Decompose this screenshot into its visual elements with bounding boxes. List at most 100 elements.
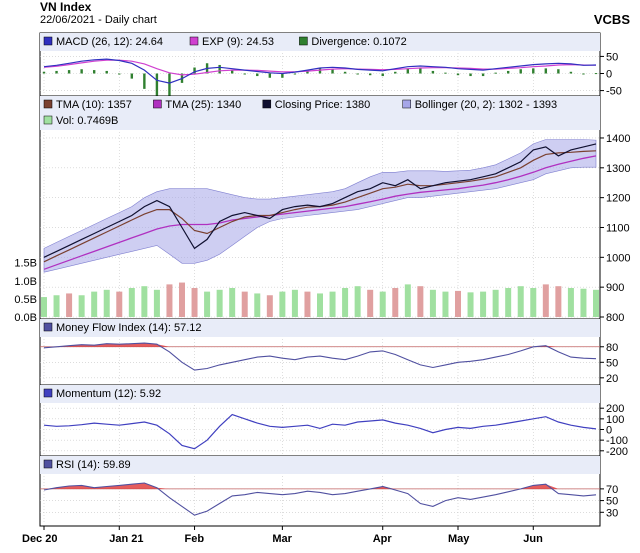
divergence-bar [143, 73, 146, 89]
volume-bar [379, 291, 386, 317]
y-tick-label: 100 [606, 414, 624, 426]
volume-bar [442, 291, 449, 317]
divergence-bar [406, 68, 410, 74]
divergence-bar [331, 69, 334, 74]
legend-swatch [43, 36, 53, 46]
tma25-line [43, 155, 597, 270]
y-tick-label: -100 [606, 435, 628, 447]
y-tick-label: 20 [606, 373, 618, 385]
volume-bar [91, 291, 98, 317]
volume-bar [329, 291, 336, 317]
volume-bar [241, 291, 248, 317]
x-tick-label: Mar [272, 533, 292, 545]
legend-swatch [43, 459, 53, 469]
divergence-bar [444, 72, 447, 74]
volume-bar [505, 288, 512, 317]
divergence-bar [544, 68, 548, 74]
y-tick-label: 30 [606, 507, 618, 519]
y-tick-label: 0 [606, 425, 612, 437]
legend-label: Vol: 0.7469B [56, 115, 118, 127]
divergence-bar [306, 70, 309, 74]
volume-bar [317, 293, 323, 317]
divergence-bar [293, 73, 297, 75]
divergence-bar [343, 71, 347, 74]
divergence-bar [230, 70, 234, 74]
divergence-bar [431, 70, 435, 74]
legend-background [40, 385, 600, 403]
divergence-bar [557, 69, 560, 74]
volume-bar [542, 284, 549, 317]
volume-bar [78, 295, 85, 317]
divergence-bar [368, 73, 372, 76]
y-tick-label: 1100 [606, 222, 630, 234]
y-tick-label: 0 [606, 69, 612, 81]
volume-bar [455, 290, 461, 317]
divergence-bar [469, 73, 472, 77]
legend-swatch [262, 99, 272, 109]
volume-bar [291, 289, 298, 317]
divergence-bar [118, 73, 121, 75]
volume-bar [392, 288, 399, 317]
divergence-bar [394, 71, 397, 74]
divergence-bar [582, 73, 585, 75]
divergence-bar [356, 73, 359, 75]
legend-swatch [299, 36, 308, 46]
legend-label: RSI (14): 59.89 [56, 459, 131, 471]
y-tick-label: 70 [606, 484, 618, 496]
volume-bar [417, 286, 424, 317]
divergence-bar [419, 68, 422, 74]
volume-tick-label: 1.0B [14, 276, 37, 288]
volume-bar [153, 289, 160, 317]
legend-label: TMA (10): 1357 [56, 99, 132, 111]
rsi-overbought-fill [44, 483, 596, 489]
y-tick-label: 900 [606, 282, 624, 294]
divergence-bar [67, 70, 71, 74]
volume-bar [179, 282, 185, 317]
volume-bar [555, 286, 562, 317]
volume-bar [530, 288, 537, 317]
volume-bar [53, 295, 60, 317]
y-tick-label: 50 [606, 496, 618, 508]
divergence-bar [105, 70, 108, 74]
volume-tick-label: 0.5B [14, 294, 37, 306]
divergence-bar [193, 67, 196, 74]
volume-bar [404, 284, 411, 317]
volume-bar [279, 291, 286, 317]
volume-bar [229, 288, 236, 317]
volume-bar [517, 286, 524, 317]
divergence-bar [318, 68, 322, 74]
legend-swatch [402, 99, 411, 109]
volume-bar [103, 289, 110, 317]
volume-tick-label: 0.0B [14, 312, 37, 324]
legend-label: EXP (9): 24.53 [202, 36, 274, 48]
volume-bar [480, 291, 487, 317]
x-tick-label: Jan 21 [109, 533, 143, 545]
divergence-bar [268, 73, 272, 78]
legend-swatch [153, 99, 162, 109]
volume-bar [467, 292, 474, 317]
divergence-bar [506, 70, 510, 74]
legend-swatch [43, 99, 53, 109]
divergence-bar [80, 69, 83, 74]
volume-bar [191, 288, 198, 317]
y-tick-label: 50 [606, 357, 618, 369]
volume-bar [41, 297, 47, 317]
y-tick-label: -50 [606, 86, 622, 98]
x-tick-label: Dec 20 [22, 533, 57, 545]
divergence-bar [55, 70, 58, 74]
legend-label: MACD (26, 12): 24.64 [56, 36, 163, 48]
y-tick-label: 1000 [606, 252, 630, 264]
closing-price-line [43, 143, 597, 258]
volume-bar [141, 286, 148, 317]
divergence-bar [456, 73, 460, 76]
y-tick-label: 80 [606, 342, 618, 354]
y-tick-label: 800 [606, 312, 624, 324]
legend-background [40, 456, 600, 474]
legend-swatch [43, 322, 53, 332]
y-tick-label: 50 [606, 51, 618, 63]
legend-swatch [43, 388, 53, 398]
volume-bar [128, 288, 135, 317]
divergence-bar [155, 73, 159, 103]
legend-background [40, 33, 600, 51]
